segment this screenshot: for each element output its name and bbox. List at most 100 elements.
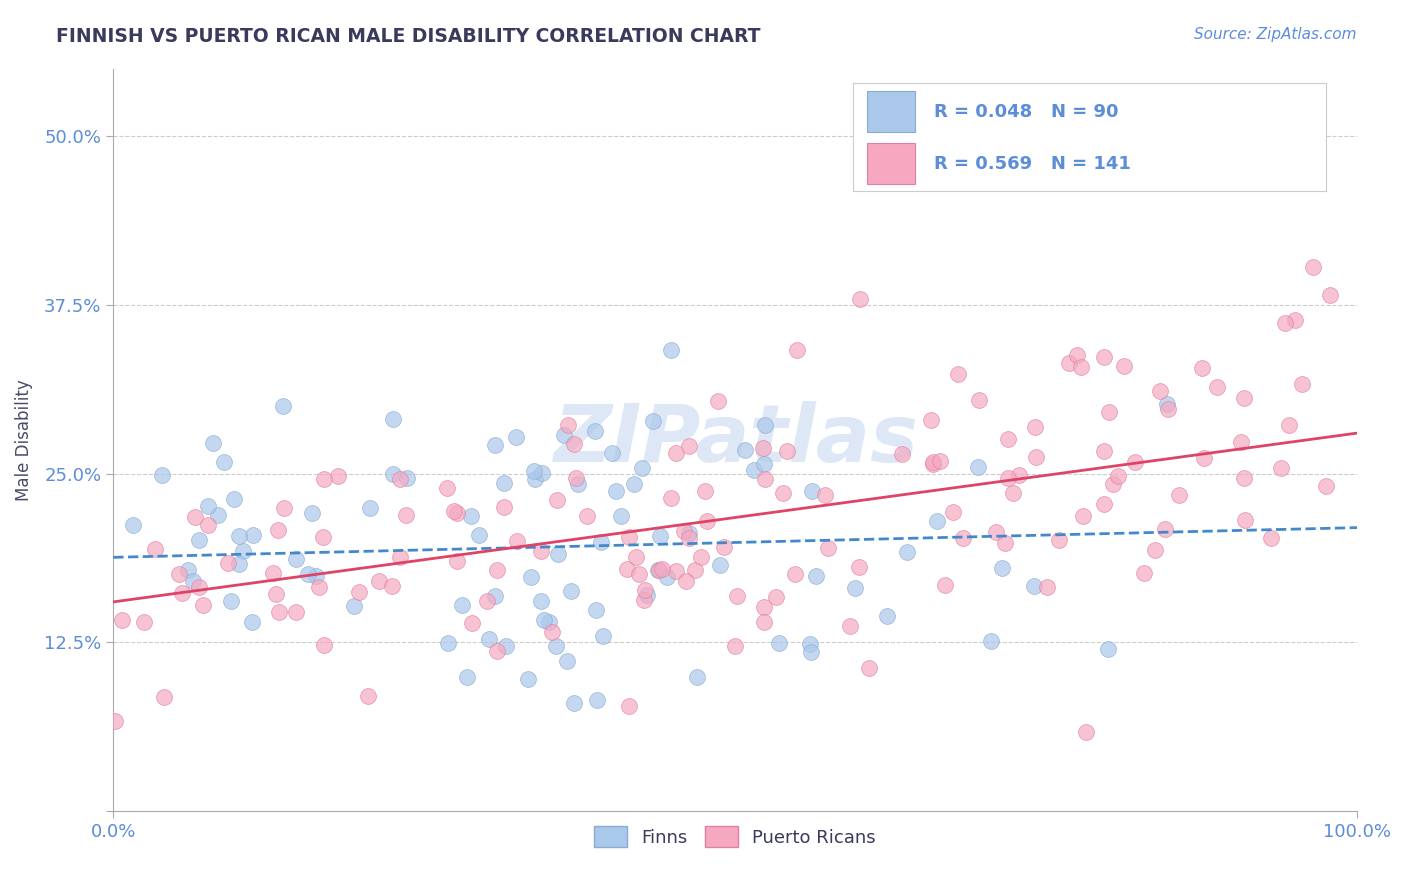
Point: [647, 563, 669, 577]
Point: [181, 574, 204, 588]
Point: [650, 529, 672, 543]
Point: [359, 501, 381, 516]
Point: [222, 492, 245, 507]
Legend: Finns, Puerto Ricans: Finns, Puerto Ricans: [588, 819, 883, 855]
Point: [934, 578, 956, 592]
Point: [1002, 486, 1025, 500]
Point: [1233, 391, 1256, 405]
Point: [665, 564, 688, 578]
Point: [187, 533, 209, 547]
Point: [1059, 356, 1081, 370]
Point: [659, 343, 682, 358]
Point: [273, 501, 295, 516]
Point: [1071, 508, 1094, 523]
Point: [228, 557, 250, 571]
Point: [942, 505, 965, 519]
Point: [506, 533, 529, 548]
Point: [891, 447, 914, 461]
Point: [197, 500, 219, 514]
Point: [600, 445, 623, 459]
Point: [382, 412, 405, 426]
Point: [242, 528, 264, 542]
Point: [997, 471, 1019, 485]
Point: [1191, 361, 1213, 376]
Point: [541, 624, 564, 639]
Point: [484, 590, 506, 604]
Point: [560, 584, 582, 599]
Point: [1233, 471, 1256, 485]
Point: [689, 549, 711, 564]
Point: [991, 561, 1014, 575]
Point: [562, 696, 585, 710]
Point: [567, 476, 589, 491]
Point: [460, 615, 482, 630]
Point: [742, 463, 765, 477]
Point: [1024, 579, 1046, 593]
Point: [395, 508, 418, 522]
Point: [343, 599, 366, 613]
Point: [920, 413, 942, 427]
Point: [706, 393, 728, 408]
Point: [844, 582, 866, 596]
Point: [191, 599, 214, 613]
Point: [896, 545, 918, 559]
Point: [754, 472, 776, 486]
Point: [1070, 360, 1092, 375]
Point: [1315, 479, 1337, 493]
Point: [1233, 513, 1256, 527]
Point: [592, 629, 614, 643]
Point: [530, 467, 553, 481]
Point: [172, 586, 194, 600]
Point: [734, 443, 756, 458]
Point: [683, 563, 706, 577]
Point: [436, 481, 458, 495]
Point: [495, 639, 517, 653]
Point: [537, 615, 560, 630]
Point: [1144, 543, 1167, 558]
Point: [713, 540, 735, 554]
Point: [197, 517, 219, 532]
Point: [765, 590, 787, 604]
Point: [876, 609, 898, 624]
Text: Source: ZipAtlas.com: Source: ZipAtlas.com: [1194, 27, 1357, 42]
Point: [586, 693, 609, 707]
Point: [641, 414, 664, 428]
Point: [583, 424, 606, 438]
Point: [297, 566, 319, 581]
Point: [768, 636, 790, 650]
Point: [326, 468, 349, 483]
Point: [271, 400, 294, 414]
Point: [980, 634, 1002, 648]
Point: [301, 506, 323, 520]
Text: FINNISH VS PUERTO RICAN MALE DISABILITY CORRELATION CHART: FINNISH VS PUERTO RICAN MALE DISABILITY …: [56, 27, 761, 45]
Point: [311, 530, 333, 544]
Point: [1035, 581, 1057, 595]
Point: [631, 460, 654, 475]
Point: [395, 471, 418, 485]
Point: [111, 613, 134, 627]
Point: [347, 585, 370, 599]
Point: [169, 566, 191, 581]
Point: [585, 603, 607, 617]
Point: [1192, 451, 1215, 466]
Point: [814, 488, 837, 502]
Point: [754, 600, 776, 615]
Point: [217, 556, 239, 570]
Point: [1047, 533, 1070, 548]
Point: [1076, 724, 1098, 739]
Point: [921, 458, 943, 472]
Point: [693, 483, 716, 498]
Point: [1025, 450, 1047, 464]
Point: [1066, 348, 1088, 362]
Point: [443, 504, 465, 518]
Point: [184, 510, 207, 524]
Point: [1008, 468, 1031, 483]
Point: [152, 467, 174, 482]
Point: [505, 430, 527, 444]
Point: [529, 544, 551, 558]
Point: [1123, 455, 1146, 469]
Point: [922, 455, 945, 469]
Point: [984, 524, 1007, 539]
Point: [686, 670, 709, 684]
Point: [546, 493, 568, 508]
